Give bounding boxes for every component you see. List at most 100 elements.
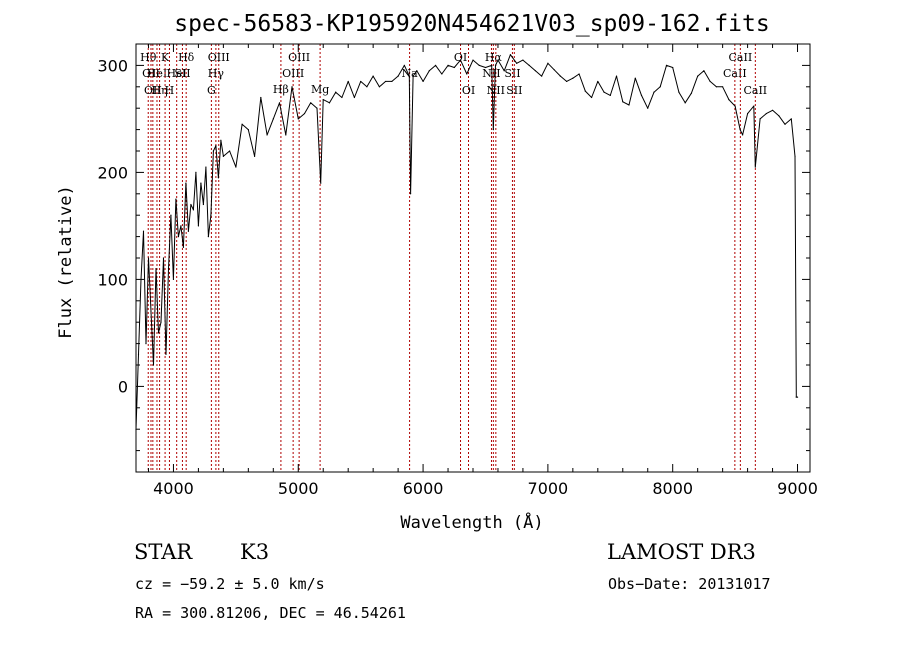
data-point-66: [408, 75, 410, 77]
data-point-127: [754, 166, 756, 168]
survey-label: LAMOST DR3: [607, 540, 756, 564]
data-point-35: [222, 155, 224, 157]
data-point-25: [197, 225, 200, 227]
data-point-79: [478, 64, 480, 66]
data-point-94: [559, 75, 561, 77]
x-axis-label: Wavelength (Å): [400, 511, 543, 533]
data-point-108: [647, 107, 649, 109]
data-point-80: [484, 66, 487, 69]
x-tick-label-4: 8000: [652, 479, 693, 498]
data-point-67: [409, 193, 412, 195]
line-label-21: Hα: [485, 51, 503, 64]
data-point-100: [597, 80, 599, 83]
data-point-117: [703, 70, 705, 72]
data-point-122: [734, 105, 736, 107]
line-label-8: SII: [174, 67, 190, 80]
data-point-15: [172, 278, 175, 280]
data-point-24: [195, 171, 197, 173]
data-point-101: [603, 91, 605, 93]
data-point-10: [160, 321, 162, 323]
data-point-70: [422, 80, 424, 83]
line-label-22: NII: [487, 84, 505, 97]
data-point-44: [278, 102, 281, 104]
data-point-42: [266, 134, 268, 136]
data-point-83: [494, 64, 497, 66]
redshift-velocity: cz = −59.2 ± 5.0 km/s: [135, 575, 325, 593]
data-point-14: [170, 214, 172, 216]
data-point-118: [709, 80, 711, 83]
data-point-34: [220, 139, 222, 141]
data-point-13: [167, 268, 170, 270]
data-point-60: [372, 75, 374, 77]
data-point-51: [320, 182, 322, 184]
data-point-54: [335, 91, 337, 93]
line-label-7: HeI: [166, 67, 186, 80]
data-point-43: [272, 118, 274, 120]
line-label-24: SII: [506, 84, 522, 97]
y-tick-label-1: 100: [97, 270, 128, 289]
data-point-97: [578, 73, 580, 75]
data-point-26: [200, 182, 202, 184]
plot-frame: [135, 43, 811, 473]
emission-line-markers: HθOIIOIIHeIHηKHHeISIIHδGHγOIIIHβOIIIOIII…: [140, 44, 767, 472]
data-point-64: [397, 75, 399, 77]
data-point-3: [142, 230, 145, 232]
data-point-92: [547, 62, 549, 64]
data-point-110: [659, 86, 661, 88]
line-label-13: Hβ: [273, 83, 289, 96]
data-point-1: [137, 353, 140, 355]
data-point-45: [285, 134, 287, 136]
data-point-62: [385, 80, 387, 83]
data-point-130: [771, 109, 774, 111]
data-point-59: [366, 86, 368, 88]
data-point-28: [205, 166, 207, 168]
data-point-82: [492, 129, 494, 131]
data-point-73: [441, 73, 443, 75]
line-label-14: OIII: [282, 67, 304, 80]
data-point-39: [247, 129, 249, 131]
x-tick-label-3: 7000: [528, 479, 569, 498]
data-point-7: [152, 364, 155, 366]
line-label-5: K: [161, 51, 170, 64]
data-point-69: [416, 70, 418, 72]
chart-title: spec-56583-KP195920N454621V03_sp09-162.f…: [174, 11, 769, 37]
data-point-18: [180, 225, 182, 227]
data-point-17: [177, 236, 180, 238]
data-point-104: [622, 101, 624, 103]
y-axis-label: Flux (relative): [56, 185, 76, 339]
line-label-23: SII: [504, 67, 520, 80]
data-point-103: [615, 75, 618, 77]
data-point-120: [722, 86, 724, 88]
data-point-84: [497, 59, 499, 61]
line-label-3: HeI: [147, 67, 167, 80]
data-point-129: [765, 112, 767, 115]
data-point-46: [291, 86, 293, 88]
y-tick-label-2: 200: [97, 163, 128, 182]
data-point-50: [316, 107, 318, 109]
data-point-76: [459, 59, 462, 61]
data-point-72: [434, 64, 437, 66]
data-point-20: [185, 182, 187, 184]
line-label-0: Hθ: [140, 51, 157, 64]
data-point-16: [175, 198, 177, 200]
x-tick-label-0: 4000: [153, 479, 194, 498]
data-point-77: [466, 73, 468, 75]
line-label-1: OII: [142, 67, 160, 80]
object-class: STAR: [134, 540, 193, 564]
data-point-29: [207, 236, 209, 238]
line-label-19: OI: [462, 84, 475, 97]
data-point-58: [360, 80, 362, 83]
data-point-114: [684, 102, 686, 104]
line-label-27: CaII: [743, 84, 767, 97]
data-point-85: [503, 70, 505, 72]
data-point-98: [584, 90, 586, 92]
data-point-40: [253, 155, 256, 157]
data-point-55: [341, 96, 343, 99]
line-label-11: Hγ: [208, 67, 225, 80]
line-label-6: H: [165, 84, 175, 97]
line-label-17: Na: [402, 67, 419, 80]
line-label-25: CaII: [723, 67, 747, 80]
data-point-9: [157, 332, 160, 334]
data-point-57: [353, 96, 356, 99]
data-point-33: [217, 177, 219, 179]
